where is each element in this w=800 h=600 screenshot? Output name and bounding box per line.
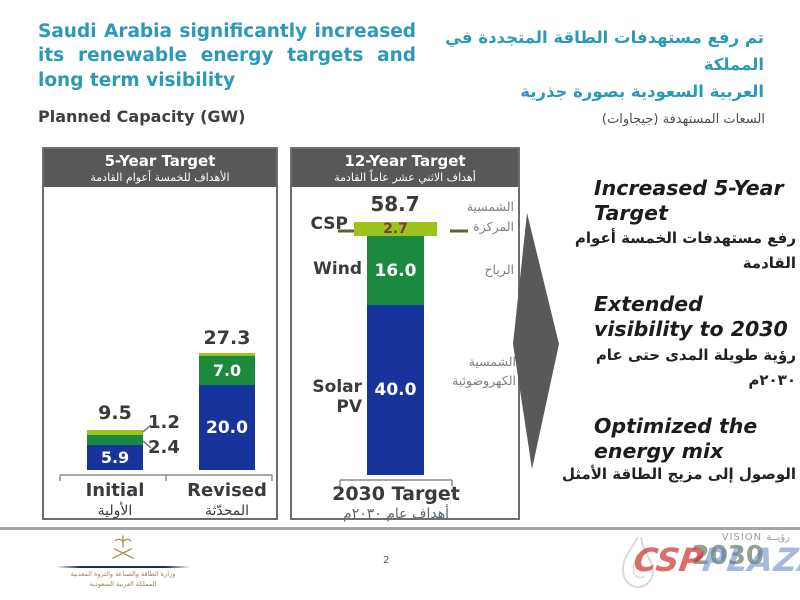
revised-csp-segment (199, 353, 255, 356)
title-line: long term visibility (38, 69, 236, 91)
five-year-target-panel: 5-Year Target الأهداف للخمسة أعوام القاد… (42, 147, 278, 520)
initial-csp-segment (87, 430, 143, 435)
highlight-1-english: Increased 5-Year Target (594, 176, 784, 225)
category-axis-bracket (59, 474, 273, 481)
ministry-name-arabic: وزارة الطاقة والصناعة والثروة المعدنية (70, 570, 176, 578)
title-line: its renewable energy targets and (38, 45, 416, 67)
axis-label-english: 2030 Target (332, 483, 460, 505)
initial-wind-segment (87, 435, 143, 445)
panel-title-arabic: الأهداف للخمسة أعوام القادمة (90, 170, 230, 184)
highlight-2-english: Extended visibility to 2030 (594, 292, 788, 341)
csp-segment: 2.7 (354, 221, 437, 237)
ministry-logo-rule (56, 566, 190, 568)
right-arrow-shape (513, 213, 559, 469)
solar-pv-label: Solar PV (312, 377, 362, 417)
watermark-csp-text: CSP (631, 541, 706, 579)
subtitle-english: Planned Capacity (GW) (38, 107, 246, 126)
page-number: 2 (383, 555, 390, 566)
initial-category-label: Initial (85, 480, 145, 501)
wind-label: Wind (313, 259, 362, 279)
title-line: Saudi Arabia significantly increased (38, 21, 416, 42)
csp-label: CSP (310, 214, 349, 234)
palm-and-swords-emblem-icon (112, 535, 134, 559)
twelve-year-target-panel: 12-Year Target أهداف الاثني عشر عاماً ال… (290, 147, 520, 522)
title-line: تم رفع مستهدفات الطاقة المتجددة في الممل… (445, 28, 764, 75)
vision-2030-logo: VISION رؤيــة 2030 (620, 532, 790, 569)
ministry-country-arabic: المملكة العربية السعودية (89, 579, 157, 588)
total-label-arabic: الشمسية (466, 199, 514, 214)
title-line: العربية السعودية بصورة جذرية (520, 82, 764, 102)
subtitle-arabic: السعات المستهدفة (جيجاوات) (601, 112, 765, 127)
twelve-year-total-label: 58.7 (370, 192, 420, 216)
twelve-year-panel-header: 12-Year Target أهداف الاثني عشر عاماً ال… (292, 149, 518, 187)
solar-pv-segment: 40.0 (367, 305, 424, 475)
highlight-3-arabic: الوصول إلى مزيج الطاقة الأمثل (561, 465, 796, 483)
initial-csp-value-label: 1.2 (148, 412, 180, 433)
csp-label-arabic: المركزة (473, 219, 514, 234)
leader-lines (142, 424, 152, 449)
highlight-3-english: Optimized the energy mix (594, 414, 758, 463)
revised-category-label: Revised (187, 480, 267, 501)
flame-watermark-icon (621, 536, 655, 589)
watermark-plaza-text: PLAZA (700, 541, 800, 579)
panel-title-english: 12-Year Target (344, 151, 466, 170)
revised-wind-segment: 7.0 (199, 356, 255, 385)
csp-plaza-watermark: CSPPLAZA (631, 541, 800, 579)
revised-category-label-arabic: المحدّثة (204, 503, 250, 519)
slide-title-english: Saudi Arabia significantly increased its… (38, 20, 416, 93)
vision-logo-year: 2030 (691, 541, 764, 571)
panel-title-arabic: أهداف الاثني عشر عاماً القادمة (334, 170, 476, 184)
category-axis-bracket (339, 479, 453, 486)
footer-divider-line (0, 527, 800, 530)
ministry-logo: وزارة الطاقة والصناعة والثروة المعدنية ا… (48, 535, 198, 590)
initial-category-label-arabic: الأولية (97, 503, 133, 519)
highlight-1-arabic: رفع مستهدفات الخمسة أعوام القادمة (574, 229, 796, 272)
slide-title-arabic: تم رفع مستهدفات الطاقة المتجددة في الممل… (430, 24, 764, 106)
highlight-2-arabic: رؤية طويلة المدى حتى عام ٢٠٣٠م (595, 346, 796, 389)
initial-wind-value-label: 2.4 (148, 437, 180, 458)
vision-logo-wordmark: VISION رؤيــة (721, 532, 790, 543)
csp-leader-stubs (338, 229, 468, 233)
revised-total-label: 27.3 (203, 327, 251, 349)
wind-segment: 16.0 (367, 236, 424, 305)
initial-total-label: 9.5 (98, 402, 132, 424)
revised-solar-pv-segment: 20.0 (199, 385, 255, 470)
wind-label-arabic: الرياح (484, 262, 514, 277)
five-year-panel-header: 5-Year Target الأهداف للخمسة أعوام القاد… (44, 149, 276, 187)
solar-pv-label-arabic: الشمسية الكهروضوئية (452, 354, 516, 388)
initial-solar-pv-segment: 5.9 (87, 445, 143, 470)
axis-label-arabic: أهداف عام ٢٠٣٠م (343, 506, 449, 522)
panel-title-english: 5-Year Target (104, 151, 216, 170)
